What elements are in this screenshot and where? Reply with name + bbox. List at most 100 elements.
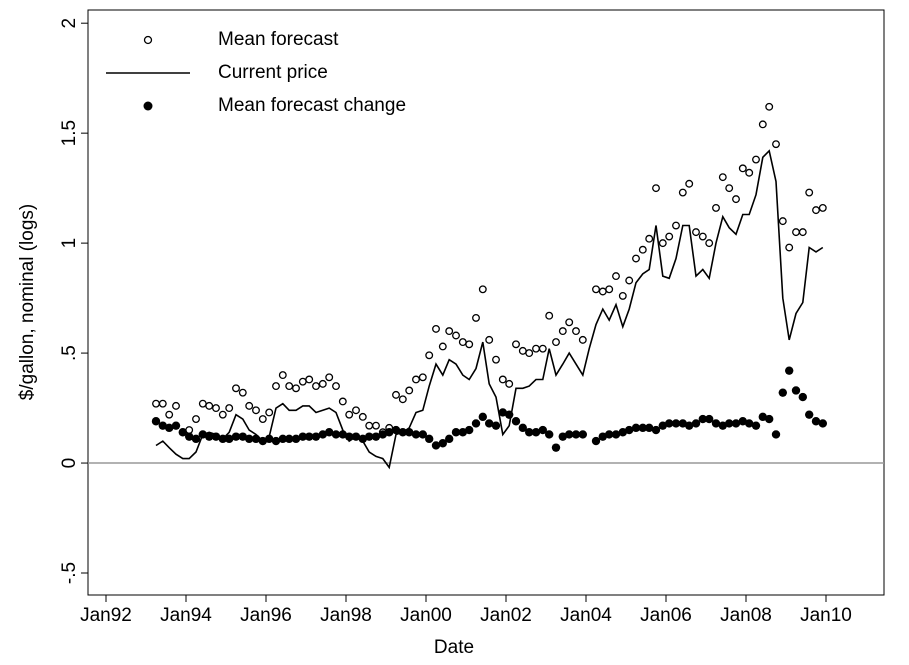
change-point <box>485 419 494 428</box>
forecast-point <box>258 415 267 424</box>
change-point <box>378 430 387 439</box>
forecast-point <box>818 203 827 212</box>
forecast-point <box>318 379 327 388</box>
forecast-point <box>425 351 434 360</box>
change-point <box>525 428 534 437</box>
change-point <box>431 441 441 450</box>
change-point <box>725 419 734 428</box>
change-point <box>451 428 461 437</box>
forecast-point <box>192 415 200 424</box>
forecast-point <box>732 195 740 204</box>
forecast-point <box>412 375 420 384</box>
change-point <box>618 428 627 437</box>
x-tick-label: Jan04 <box>560 605 612 626</box>
change-point <box>331 430 341 439</box>
change-point <box>358 434 367 444</box>
forecast-point <box>285 382 294 391</box>
y-tick-label: 1.5 <box>59 120 80 146</box>
y-tick-label: 1 <box>59 238 80 249</box>
forecast-point <box>478 285 487 294</box>
change-point <box>251 434 261 444</box>
change-point <box>411 430 421 439</box>
change-point <box>231 432 241 441</box>
forecast-point <box>172 401 180 410</box>
change-point <box>631 423 641 433</box>
forecast-point <box>158 399 167 408</box>
change-point <box>778 388 787 397</box>
change-point <box>545 430 554 439</box>
legend-symbol <box>143 35 153 45</box>
change-point <box>645 423 654 433</box>
forecast-point <box>592 285 600 294</box>
y-tick-label: -.5 <box>59 562 80 584</box>
forecast-point <box>765 102 774 111</box>
change-point <box>711 419 721 428</box>
forecast-point <box>525 349 534 358</box>
change-point <box>265 434 274 444</box>
legend-symbol <box>143 101 153 111</box>
forecast-point <box>372 421 380 430</box>
forecast-point <box>612 272 620 281</box>
change-point <box>698 414 707 424</box>
change-point <box>598 432 607 441</box>
x-tick-label: Jan94 <box>160 605 212 626</box>
forecast-point <box>312 382 320 391</box>
forecast-point <box>198 399 207 408</box>
forecast-point <box>812 206 820 215</box>
change-point <box>745 419 754 428</box>
forecast-point <box>565 318 574 327</box>
forecast-point <box>278 371 287 380</box>
change-point <box>505 410 514 419</box>
forecast-point <box>465 340 474 349</box>
forecast-point <box>532 344 540 353</box>
forecast-point <box>358 412 367 421</box>
change-point <box>691 419 701 428</box>
x-tick-label: Jan06 <box>640 605 692 626</box>
forecast-point <box>552 338 560 347</box>
change-point <box>465 425 474 435</box>
change-point <box>551 443 561 452</box>
change-point <box>318 430 327 439</box>
change-point <box>191 434 201 444</box>
forecast-point <box>518 346 527 355</box>
forecast-point <box>205 401 214 410</box>
legend-label: Mean forecast <box>218 29 339 50</box>
forecast-point <box>725 184 734 193</box>
forecast-point <box>785 243 794 252</box>
change-point <box>765 414 774 424</box>
forecast-point <box>638 245 647 254</box>
forecast-point <box>792 228 800 237</box>
change-point <box>258 436 267 446</box>
forecast-point <box>658 239 667 248</box>
change-point <box>511 417 521 426</box>
change-point <box>185 432 194 441</box>
change-point <box>278 434 287 444</box>
change-point <box>305 432 314 441</box>
change-point <box>651 425 661 435</box>
forecast-point <box>572 327 580 336</box>
y-tick-label: 0 <box>59 458 80 469</box>
forecast-point <box>618 291 627 300</box>
change-point <box>658 421 667 430</box>
forecast-point <box>512 340 520 349</box>
change-point <box>158 421 167 430</box>
forecast-point <box>272 382 280 391</box>
change-point <box>731 419 741 428</box>
change-point <box>538 425 547 435</box>
forecast-point <box>805 188 814 197</box>
change-point <box>398 428 407 437</box>
change-point <box>291 434 301 444</box>
forecast-point <box>538 344 547 353</box>
change-point <box>351 432 361 441</box>
change-point <box>285 434 294 444</box>
x-axis-title: Date <box>434 637 474 658</box>
change-point <box>445 434 454 444</box>
change-point <box>298 432 307 441</box>
forecast-point <box>505 379 514 388</box>
forecast-point <box>352 406 360 415</box>
forecast-point <box>752 155 760 164</box>
forecast-point <box>332 382 340 391</box>
legend-label: Current price <box>218 62 328 83</box>
forecast-point <box>498 375 507 384</box>
forecast-point <box>645 234 654 243</box>
